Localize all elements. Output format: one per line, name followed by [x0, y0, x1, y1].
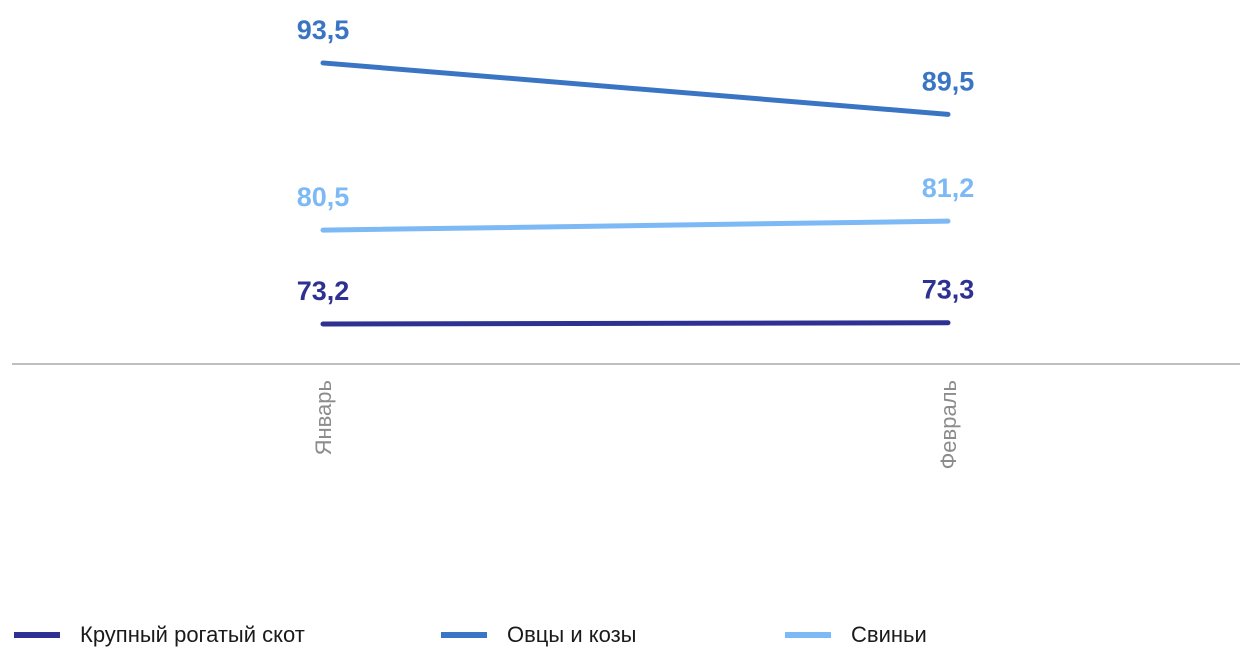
- legend-label-sheep-goats: Овцы и козы: [507, 621, 637, 647]
- legend-swatch-sheep-goats: [441, 631, 487, 638]
- legend-item-pigs: Свиньи: [785, 618, 927, 651]
- data-label-pigs-1: 81,2: [922, 173, 975, 203]
- x-tick-label-1: Февраль: [936, 380, 961, 469]
- legend-item-sheep-goats: Овцы и козы: [441, 618, 637, 651]
- data-label-pigs-0: 80,5: [297, 182, 350, 212]
- data-label-cattle-1: 73,3: [922, 275, 975, 305]
- series-line-sheep-goats: [320, 60, 951, 117]
- data-label-sheep-goats-1: 89,5: [922, 66, 975, 96]
- data-label-cattle-0: 73,2: [297, 276, 350, 306]
- x-tick-label-0: Январь: [311, 380, 336, 455]
- data-label-sheep-goats-0: 93,5: [297, 15, 350, 45]
- legend-label-pigs: Свиньи: [851, 621, 927, 647]
- legend-swatch-pigs: [785, 631, 831, 638]
- legend-label-cattle: Крупный рогатый скот: [80, 621, 305, 647]
- legend-item-cattle: Крупный рогатый скот: [14, 618, 305, 651]
- legend-swatch-cattle: [14, 631, 60, 638]
- series-line-cattle: [320, 320, 951, 327]
- series-line-pigs: [320, 218, 951, 233]
- legend: Крупный рогатый скот Овцы и козы Свиньи: [0, 618, 1240, 651]
